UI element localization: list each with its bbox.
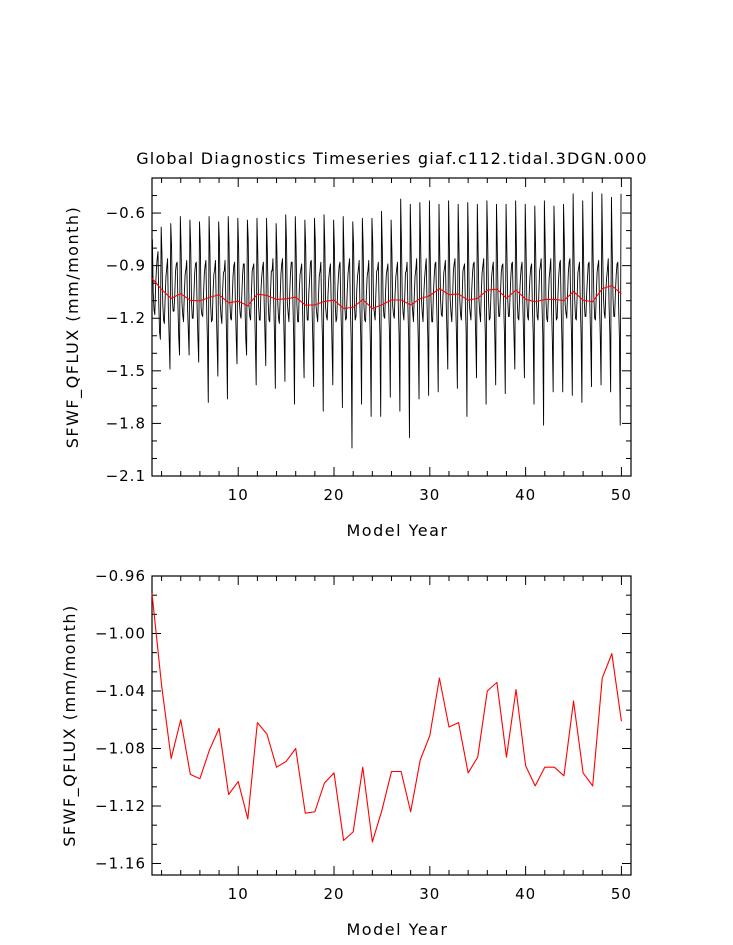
x-tick-label: 30	[419, 486, 440, 504]
y-axis-label: SFWF_QFLUX (mm/month)	[60, 604, 80, 847]
x-tick-label: 20	[323, 486, 344, 504]
y-axis-label: SFWF_QFLUX (mm/month)	[63, 206, 83, 449]
annual-mean-series-line	[151, 277, 622, 310]
x-tick-label: 40	[515, 486, 536, 504]
y-tick-label: −1.5	[106, 362, 146, 380]
y-tick-label: −0.96	[95, 567, 146, 585]
y-tick-label: −1.12	[95, 797, 146, 815]
y-tick-label: −1.08	[95, 740, 146, 758]
plot-frame	[151, 575, 632, 876]
x-tick-label: 50	[611, 486, 632, 504]
x-axis-label: Model Year	[347, 521, 449, 540]
y-tick-label: −0.6	[106, 204, 146, 222]
x-tick-label: 30	[419, 885, 440, 903]
y-tick-label: −0.9	[106, 257, 146, 275]
x-tick-label: 10	[228, 885, 249, 903]
x-tick-label: 10	[228, 486, 249, 504]
chart-title: Global Diagnostics Timeseries giaf.c112.…	[136, 149, 648, 168]
y-tick-label: −1.04	[95, 682, 146, 700]
y-tick-label: −1.2	[106, 309, 146, 327]
monthly-series-line	[151, 191, 622, 449]
x-axis-label: Model Year	[347, 920, 449, 939]
y-tick-label: −1.16	[95, 855, 146, 873]
y-tick-label: −1.8	[106, 414, 146, 432]
x-tick-label: 20	[323, 885, 344, 903]
y-tick-label: −2.1	[106, 467, 146, 485]
bottom-chart: 10 20 30 40 50 −0.96 −1.00 −1.04 −1.08 −1.12 −1.16…	[60, 567, 632, 939]
y-tick-label: −1.00	[95, 625, 146, 643]
x-tick-label: 40	[515, 885, 536, 903]
x-tick-label: 50	[611, 885, 632, 903]
top-chart: 10 20 30 40 50 −0.6 −0.9 −1.2 −1.5 −1.8 −2.1 Model …	[63, 177, 632, 540]
annual-mean-series-line	[151, 593, 622, 843]
